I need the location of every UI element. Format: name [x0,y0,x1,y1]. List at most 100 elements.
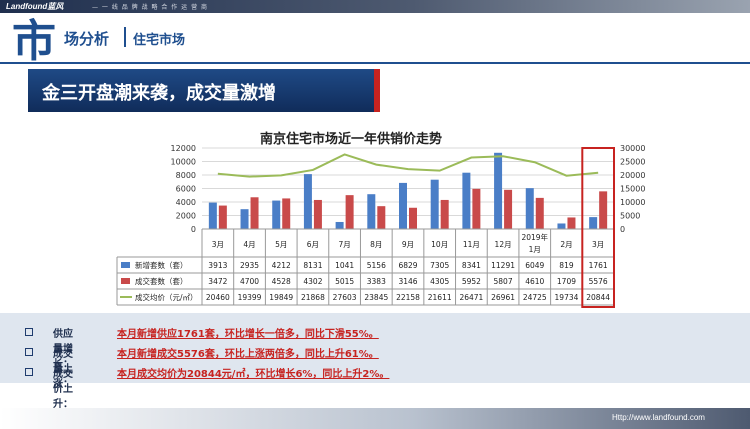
data-label: 19399 [238,293,262,302]
data-label: 26961 [491,293,515,302]
y-left-tick-label: 8000 [176,171,196,180]
y-right-tick-label: 5000 [620,212,640,221]
data-label: 8131 [303,261,322,270]
bar-new-supply [303,174,312,229]
headline-text: 金三开盘潮来袭，成交量激增 [42,83,276,104]
bar-sales [282,198,291,229]
section-big-char: 市 [12,16,56,67]
x-tick-label: 3月 [212,240,224,249]
y-left-tick-label: 6000 [176,185,196,194]
bar-new-supply [494,152,503,229]
bar-new-supply [462,172,471,229]
data-label: 2935 [240,261,259,270]
bar-sales [345,195,354,229]
top-bar: Landfound蓝风 — 一 线 品 牌 战 略 合 作 运 营 商 [0,0,750,13]
data-label: 3146 [398,277,417,286]
bar-sales [567,217,576,229]
bar-new-supply [557,223,566,229]
headline-banner: 金三开盘潮来袭，成交量激增 [28,69,380,112]
x-tick-label: 7月 [338,240,350,249]
section-subtitle: 住宅市场 [133,33,186,48]
brand-logo: Landfound蓝风 [6,2,64,11]
legend-swatch [121,262,130,268]
bullet-text: 本月新增供应1761套，环比增长一倍多，同比下滑55%。 [117,329,379,340]
x-tick-label: 2019年 [521,232,548,242]
data-label: 22158 [396,293,420,302]
bar-sales [250,197,259,229]
bar-new-supply [272,200,281,229]
bar-sales [472,188,481,229]
y-right-tick-label: 10000 [620,198,645,207]
data-label: 11291 [491,261,515,270]
y-right-tick-label: 20000 [620,171,645,180]
data-label: 1761 [589,261,608,270]
x-tick-label: 11月 [463,240,480,249]
x-tick-label: 2月 [560,240,572,249]
x-tick-label: 1月 [529,245,541,254]
footer-url: Http://www.landfound.com [612,413,705,422]
bullet-square-icon [25,328,33,336]
data-label: 21611 [428,293,452,302]
bar-sales [535,197,544,229]
data-label: 5807 [494,277,513,286]
bullet-text: 本月成交均价为20844元/㎡，环比增长6%，同比上升2%。 [117,369,390,380]
y-right-tick-label: 15000 [620,185,645,194]
data-label: 1709 [557,277,576,286]
footer-bar: Http://www.landfound.com [0,408,750,429]
x-tick-label: 12月 [495,240,512,249]
data-label: 4700 [240,277,259,286]
x-tick-label: 6月 [307,240,319,249]
data-label: 5952 [462,277,481,286]
brand-slogan: — 一 线 品 牌 战 略 合 作 运 营 商 [92,4,208,11]
data-label: 5576 [589,277,608,286]
data-label: 4302 [303,277,322,286]
data-label: 5015 [335,277,354,286]
bar-new-supply [589,217,598,229]
bar-sales [409,207,417,229]
bar-new-supply [399,182,407,229]
section-separator [124,27,126,47]
bar-new-supply [240,209,249,229]
data-label: 20460 [206,293,230,302]
chart-title: 南京住宅市场近一年供销价走势 [260,132,443,147]
data-label: 6049 [525,261,544,270]
line-avg-price [217,153,599,178]
bar-sales [504,189,513,229]
bullet-square-icon [25,368,33,376]
bar-new-supply [430,179,439,229]
section-title: 场分析 [64,30,110,48]
x-tick-label: 8月 [370,240,382,249]
bullet-label: 成交量上涨： [53,349,73,390]
data-label: 6829 [398,261,417,270]
data-label: 21868 [301,293,325,302]
data-label: 24725 [523,293,547,302]
bar-sales [313,199,322,229]
y-left-tick-label: 10000 [171,158,196,167]
y-left-tick-label: 4000 [176,198,196,207]
bar-new-supply [208,202,217,229]
data-label: 5156 [367,261,386,270]
y-left-tick-label: 12000 [171,144,196,153]
bullet-label: 供应量增长： [53,329,73,370]
data-label: 27603 [333,293,357,302]
y-right-tick-label: 0 [620,225,625,234]
data-label: 4610 [525,277,544,286]
legend-label: 成交均价（元/㎡） [135,292,198,302]
data-label: 3472 [208,277,227,286]
bar-sales [440,199,449,229]
y-right-tick-label: 30000 [620,144,645,153]
y-left-tick-label: 2000 [176,212,196,221]
y-right-tick-label: 25000 [620,158,645,167]
data-label: 3383 [367,277,386,286]
legend-label: 新增套数（套） [135,260,188,270]
legend-label: 成交套数（套） [135,276,188,286]
bar-new-supply [525,188,534,229]
data-label: 3913 [208,261,227,270]
bar-sales [599,191,608,229]
bar-sales [218,205,227,229]
data-label: 19734 [555,293,579,302]
data-label: 819 [559,261,574,270]
data-label: 4528 [272,277,291,286]
y-left-tick-label: 0 [191,225,196,234]
